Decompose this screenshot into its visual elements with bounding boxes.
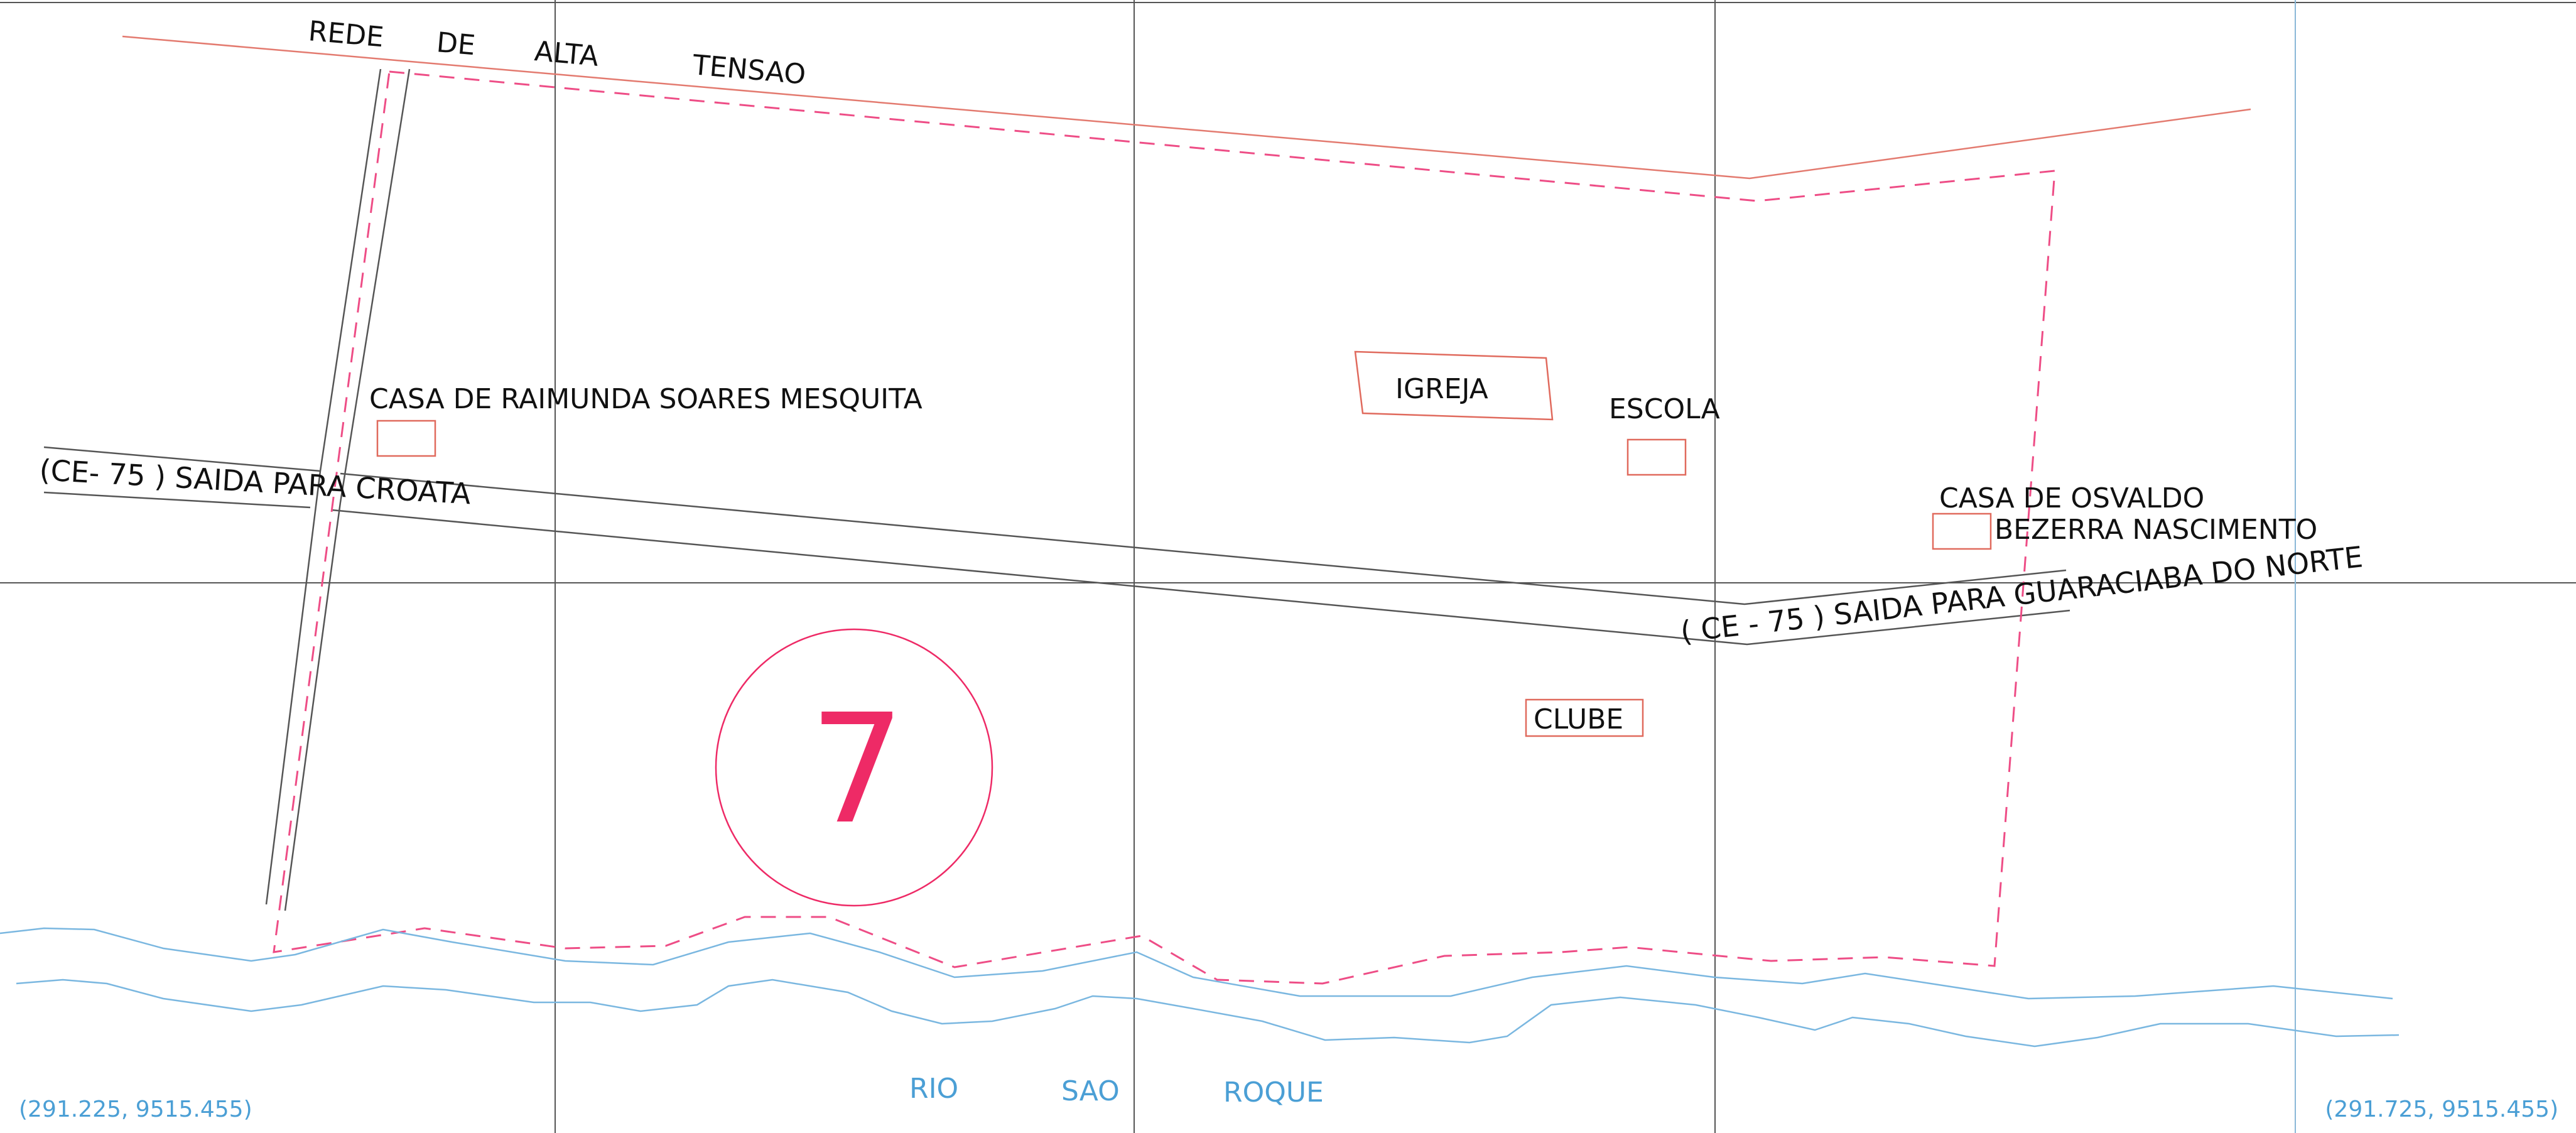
buildings	[376, 350, 1992, 737]
river	[0, 927, 2400, 1048]
power-line-word-3: ALTA	[533, 35, 600, 73]
label-river-word-3: ROQUE	[1223, 1076, 1324, 1109]
building-escola	[1626, 438, 1687, 476]
road-guaraciaba-north-edge	[340, 472, 2067, 605]
label-road-guaraciaba: ( CE - 75 ) SAIDA PARA GUARACIABA DO NOR…	[1679, 539, 2364, 649]
coordinate-bottom-right: (291.725, 9515.455)	[2325, 1097, 2558, 1122]
label-casa-osvaldo-line2: BEZERRA NASCIMENTO	[1994, 514, 2317, 546]
road-croata-south-edge	[43, 491, 311, 509]
label-casa-raimunda: CASA DE RAIMUNDA SOARES MESQUITA	[369, 383, 923, 415]
label-river-word-2: SAO	[1061, 1075, 1120, 1107]
area-marker-number: 7	[809, 681, 906, 857]
roads	[43, 68, 2070, 911]
area-marker-circle	[715, 628, 993, 907]
power-line-word-4: TENSAO	[691, 49, 807, 91]
building-clube	[1525, 698, 1644, 737]
river-north-bank	[0, 927, 2393, 1000]
building-casa-osvaldo	[1932, 512, 1992, 550]
label-road-croata: (CE- 75 ) SAIDA PARA CROATA	[38, 453, 472, 511]
power-line-word-1: REDE	[307, 15, 385, 53]
power-line	[122, 35, 2251, 180]
label-river-word-1: RIO	[909, 1073, 958, 1105]
label-clube: CLUBE	[1534, 703, 1623, 735]
road-croata-north-edge	[43, 446, 321, 472]
road-guaraciaba-south-edge	[331, 509, 2070, 646]
road-vertical-east-edge	[284, 68, 411, 911]
label-igreja: IGREJA	[1395, 373, 1488, 405]
building-igreja	[1354, 350, 1554, 421]
river-south-bank	[16, 978, 2400, 1048]
coordinate-bottom-left: (291.225, 9515.455)	[19, 1097, 252, 1122]
building-casa-raimunda	[376, 420, 436, 457]
label-casa-osvaldo-line1: CASA DE OSVALDO	[1939, 482, 2204, 514]
label-escola: ESCOLA	[1609, 393, 1720, 425]
power-line-word-2: DE	[435, 26, 477, 62]
property-boundary	[273, 70, 2056, 985]
power-line-label: REDE DE ALTA TENSAO	[307, 15, 807, 91]
